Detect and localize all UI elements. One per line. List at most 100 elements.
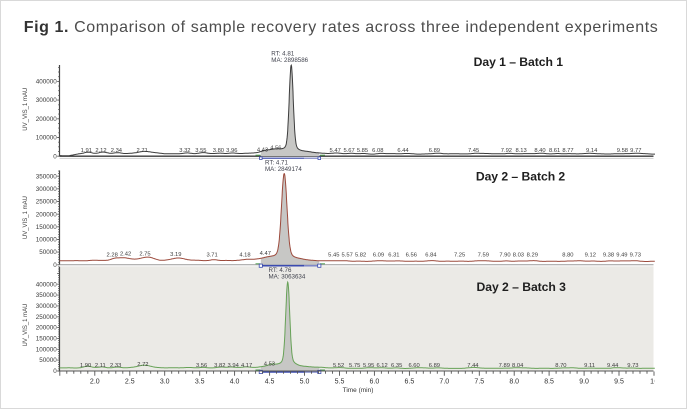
svg-text:100000: 100000 <box>36 135 58 142</box>
svg-text:MA: 3063634: MA: 3063634 <box>269 274 306 281</box>
svg-text:3.55: 3.55 <box>195 148 206 154</box>
svg-text:3.56: 3.56 <box>196 363 207 369</box>
svg-text:0: 0 <box>53 368 57 375</box>
svg-text:9.0: 9.0 <box>579 379 589 386</box>
svg-text:6.0: 6.0 <box>370 379 380 386</box>
svg-text:200000: 200000 <box>36 116 58 123</box>
svg-text:6.09: 6.09 <box>373 253 384 259</box>
svg-text:50000: 50000 <box>39 357 57 364</box>
svg-text:2.5: 2.5 <box>125 379 135 386</box>
svg-text:UV_VIS_1 mAU: UV_VIS_1 mAU <box>23 303 29 346</box>
svg-text:5.45: 5.45 <box>328 253 339 259</box>
svg-text:300000: 300000 <box>36 97 58 104</box>
svg-text:350000: 350000 <box>36 292 58 299</box>
svg-text:4.5: 4.5 <box>265 379 275 386</box>
svg-text:5.57: 5.57 <box>342 253 353 259</box>
svg-text:9.77: 9.77 <box>630 148 641 154</box>
svg-text:2.72: 2.72 <box>137 362 148 368</box>
svg-text:9.73: 9.73 <box>630 253 641 259</box>
svg-text:6.84: 6.84 <box>425 253 437 259</box>
svg-text:Day 2 – Batch 3: Day 2 – Batch 3 <box>477 280 567 294</box>
svg-text:UV_VIS_1 mAU: UV_VIS_1 mAU <box>23 88 29 131</box>
svg-text:Day 1 – Batch 1: Day 1 – Batch 1 <box>474 55 564 69</box>
svg-text:8.03: 8.03 <box>513 253 524 259</box>
svg-text:3.80: 3.80 <box>213 148 224 154</box>
svg-text:2.12: 2.12 <box>95 148 106 154</box>
svg-text:2.0: 2.0 <box>90 379 100 386</box>
svg-text:5.52: 5.52 <box>333 363 344 369</box>
svg-text:8.5: 8.5 <box>544 379 554 386</box>
svg-text:6.56: 6.56 <box>406 253 417 259</box>
svg-text:6.08: 6.08 <box>372 148 383 154</box>
svg-text:4.17: 4.17 <box>241 363 252 369</box>
svg-text:8.29: 8.29 <box>527 253 538 259</box>
svg-text:Fig 1. Comparison of sample re: Fig 1. Comparison of sample recovery rat… <box>24 19 659 36</box>
svg-text:2.28: 2.28 <box>107 253 118 259</box>
svg-text:7.45: 7.45 <box>468 148 479 154</box>
svg-text:3.32: 3.32 <box>179 148 190 154</box>
svg-text:0: 0 <box>53 262 57 269</box>
svg-text:400000: 400000 <box>36 281 58 288</box>
svg-text:9.12: 9.12 <box>585 253 596 259</box>
svg-text:2.11: 2.11 <box>95 363 106 369</box>
svg-text:9.14: 9.14 <box>586 148 598 154</box>
svg-text:2.33: 2.33 <box>110 363 121 369</box>
svg-text:6.5: 6.5 <box>405 379 415 386</box>
svg-text:4.47: 4.47 <box>260 251 271 257</box>
svg-text:1.91: 1.91 <box>81 148 92 154</box>
svg-text:7.89: 7.89 <box>499 363 510 369</box>
svg-text:7.59: 7.59 <box>478 253 489 259</box>
svg-text:6.31: 6.31 <box>388 253 399 259</box>
svg-text:6.89: 6.89 <box>429 363 440 369</box>
svg-text:3.19: 3.19 <box>170 252 181 258</box>
svg-text:50000: 50000 <box>39 249 57 256</box>
svg-text:250000: 250000 <box>36 314 58 321</box>
svg-text:100000: 100000 <box>36 346 58 353</box>
svg-text:3.94: 3.94 <box>228 363 240 369</box>
svg-text:2.75: 2.75 <box>139 251 150 257</box>
svg-text:2.34: 2.34 <box>111 148 123 154</box>
svg-text:7.90: 7.90 <box>499 253 510 259</box>
svg-text:9.49: 9.49 <box>616 253 627 259</box>
svg-text:5.75: 5.75 <box>349 363 360 369</box>
svg-text:RT: 4.76: RT: 4.76 <box>269 267 292 274</box>
svg-text:7.5: 7.5 <box>474 379 484 386</box>
svg-text:2.71: 2.71 <box>137 148 148 154</box>
svg-text:5.82: 5.82 <box>355 253 366 259</box>
svg-text:3.71: 3.71 <box>206 253 217 259</box>
svg-text:9.58: 9.58 <box>617 148 628 154</box>
svg-text:MA: 2898586: MA: 2898586 <box>271 57 308 64</box>
svg-text:8.04: 8.04 <box>512 363 524 369</box>
svg-text:7.44: 7.44 <box>467 363 479 369</box>
svg-text:8.0: 8.0 <box>509 379 519 386</box>
svg-text:5.95: 5.95 <box>363 363 374 369</box>
svg-text:9.73: 9.73 <box>627 363 638 369</box>
svg-text:350000: 350000 <box>36 173 58 180</box>
svg-text:2.42: 2.42 <box>120 252 131 258</box>
svg-text:7.0: 7.0 <box>439 379 449 386</box>
svg-text:5.67: 5.67 <box>343 148 354 154</box>
svg-text:6.60: 6.60 <box>408 363 419 369</box>
svg-text:6.12: 6.12 <box>376 363 387 369</box>
svg-text:3.0: 3.0 <box>160 379 170 386</box>
svg-text:200000: 200000 <box>36 325 58 332</box>
svg-text:5.85: 5.85 <box>357 148 368 154</box>
svg-text:RT: 4.81: RT: 4.81 <box>271 51 294 58</box>
svg-text:6.35: 6.35 <box>391 363 402 369</box>
svg-text:5.47: 5.47 <box>330 148 341 154</box>
svg-text:4.43: 4.43 <box>257 147 268 153</box>
svg-text:200000: 200000 <box>36 211 58 218</box>
svg-text:4.0: 4.0 <box>230 379 240 386</box>
svg-text:1.90: 1.90 <box>80 363 91 369</box>
svg-text:4.18: 4.18 <box>239 253 250 259</box>
svg-text:6.89: 6.89 <box>429 148 440 154</box>
svg-text:Time (min): Time (min) <box>343 387 374 394</box>
svg-text:4.53: 4.53 <box>264 361 275 367</box>
svg-text:0: 0 <box>53 153 57 160</box>
svg-text:5.5: 5.5 <box>335 379 345 386</box>
svg-text:UV_VIS_1 mAU: UV_VIS_1 mAU <box>23 196 29 239</box>
svg-text:9.44: 9.44 <box>607 363 619 369</box>
svg-text:3.82: 3.82 <box>214 363 225 369</box>
svg-text:MA: 2849174: MA: 2849174 <box>265 166 302 173</box>
svg-text:8.77: 8.77 <box>562 148 573 154</box>
